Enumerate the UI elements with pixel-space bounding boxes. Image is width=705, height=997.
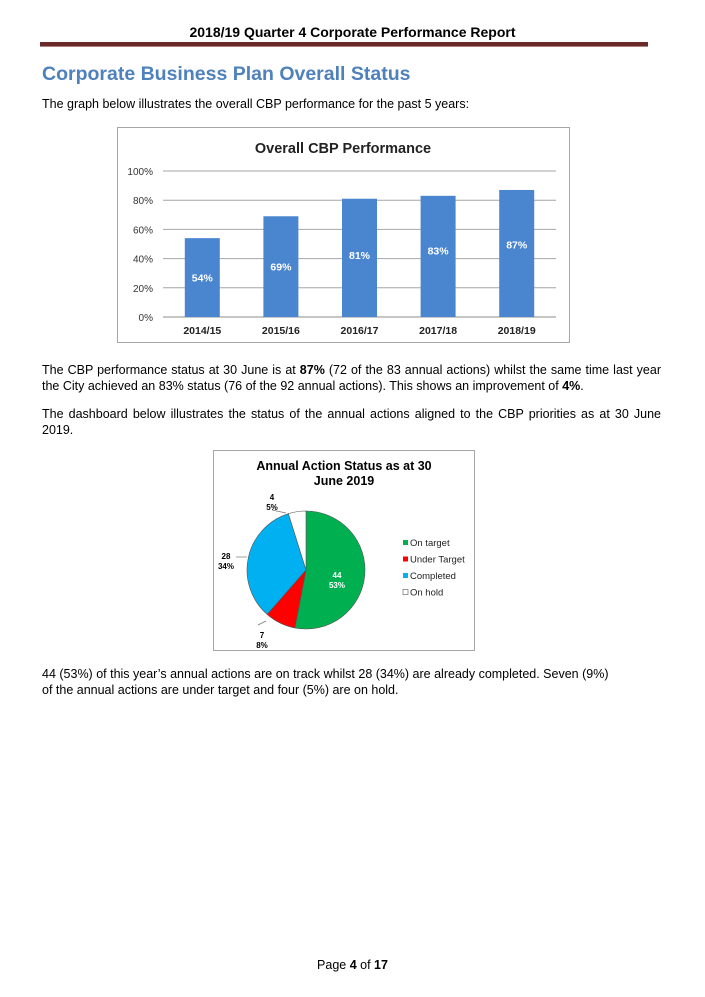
y-tick-label: 80% <box>133 196 153 207</box>
footer-text: of <box>356 958 375 972</box>
legend-label: Under Target <box>410 555 465 566</box>
intro-paragraph: The graph below illustrates the overall … <box>42 97 470 111</box>
chart-title: Overall CBP Performance <box>255 141 431 157</box>
report-header: 2018/19 Quarter 4 Corporate Performance … <box>189 24 516 40</box>
legend-swatch <box>402 589 409 595</box>
bar <box>342 198 377 317</box>
pie-chart-annual-actions: Annual Action Status as at 30 June 2019 … <box>213 450 475 651</box>
data-label: 81% <box>349 250 371 262</box>
header-divider <box>40 42 648 47</box>
pie-slice <box>288 510 307 571</box>
slice-value-label: 7 <box>260 631 265 640</box>
slice-value-label: 4 <box>270 493 275 502</box>
data-label: 87% <box>506 239 528 251</box>
status-current: 87% <box>299 363 325 377</box>
leader-line <box>271 509 287 514</box>
y-tick-label: 20% <box>133 284 153 295</box>
section-title: Corporate Business Plan Overall Status <box>42 63 411 85</box>
data-label: 69% <box>270 262 292 274</box>
x-tick-label: 2015/16 <box>262 325 300 337</box>
bar <box>499 189 535 317</box>
y-tick-label: 60% <box>133 225 153 236</box>
pie-slice <box>294 510 366 630</box>
legend-swatch <box>403 573 408 578</box>
bar <box>184 238 220 317</box>
summary-paragraph: 44 (53%) of this year’s annual actions a… <box>42 667 609 697</box>
status-paragraph: The CBP performance status at 30 June is… <box>42 362 661 394</box>
chart-title-line1: Annual Action Status as at 30 <box>256 459 431 473</box>
x-tick-label: 2016/17 <box>341 325 379 337</box>
bar <box>263 216 299 317</box>
status-text: . <box>580 379 584 393</box>
chart-title-line2: June 2019 <box>314 474 375 488</box>
legend-label: On hold <box>410 588 443 599</box>
status-improvement: 4% <box>562 379 581 393</box>
page-number: 4 <box>349 958 357 972</box>
page-footer: Page 4 of 17 <box>0 958 705 972</box>
legend-label: On target <box>410 538 450 549</box>
status-text: (72 of the 83 annual actions) whilst the… <box>42 363 661 393</box>
slice-percent-label: 34% <box>218 562 234 571</box>
x-tick-label: 2014/15 <box>183 325 221 337</box>
page-total: 17 <box>374 958 388 972</box>
pie-slice <box>246 513 307 615</box>
legend-swatch <box>403 540 408 545</box>
dashboard-paragraph: The dashboard below illustrates the stat… <box>42 407 661 437</box>
bar-chart-overall-cbp: Overall CBP Performance 0% 20% 40% 60% 80% 10… <box>117 127 570 343</box>
x-tick-label: 2017/18 <box>419 325 457 337</box>
y-tick-label: 100% <box>127 167 153 178</box>
data-label: 54% <box>192 273 214 285</box>
slice-percent-label: 53% <box>329 581 345 590</box>
x-tick-label: 2018/19 <box>498 325 536 337</box>
slice-value-label: 28 <box>222 552 231 561</box>
y-tick-label: 40% <box>133 255 153 266</box>
status-text: The CBP performance status at 30 June is… <box>42 363 300 377</box>
slice-percent-label: 5% <box>266 503 278 512</box>
legend-label: Completed <box>410 571 456 582</box>
bar <box>420 195 456 317</box>
legend-swatch <box>403 556 408 562</box>
slice-percent-label: 8% <box>256 641 268 650</box>
y-tick-label: 0% <box>139 313 154 324</box>
data-label: 83% <box>428 245 450 257</box>
slice-value-label: 44 <box>333 571 342 580</box>
leader-line <box>257 620 267 626</box>
footer-text: Page <box>317 958 350 972</box>
